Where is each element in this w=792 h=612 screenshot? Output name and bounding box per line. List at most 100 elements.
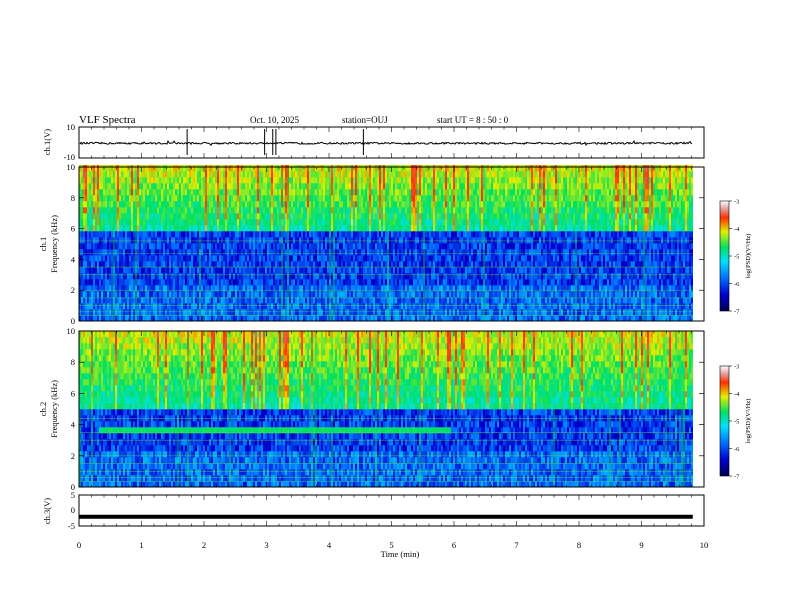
spectrogram-cell	[159, 255, 161, 262]
spectrogram-cell	[253, 279, 255, 286]
spectrogram-cell	[363, 297, 365, 304]
spectrogram-cell	[305, 255, 307, 262]
spectrogram-cell	[107, 315, 109, 322]
spectrogram-cell	[325, 279, 327, 286]
spectrogram-cell	[167, 177, 169, 184]
spectrogram-cell	[349, 279, 351, 286]
spectrogram-cell	[193, 237, 195, 244]
spectrogram-cell	[397, 267, 399, 274]
spectrogram-cell	[201, 285, 203, 292]
spectrogram-cell	[417, 261, 419, 268]
spectrogram-cell	[149, 285, 151, 292]
spectrogram-cell	[371, 297, 373, 304]
spectrogram-cell	[429, 261, 431, 268]
spectrogram-cell	[207, 207, 209, 214]
spectrogram-cell	[449, 243, 451, 250]
spectrogram-cell	[337, 231, 339, 238]
spectrogram-cell	[233, 183, 235, 190]
spectrogram-cell	[245, 297, 247, 304]
spectrogram-cell	[101, 189, 103, 196]
spectrogram-cell	[347, 261, 349, 268]
spectrogram-cell	[319, 243, 321, 250]
spectrogram-cell	[143, 303, 145, 310]
spectrogram-cell	[335, 273, 337, 280]
spectrogram-cell	[303, 315, 305, 322]
spectrogram-cell	[443, 201, 445, 208]
spectrogram-cell	[369, 207, 371, 214]
spectrogram-cell	[285, 243, 287, 250]
spectrogram-cell	[237, 303, 239, 310]
spectrogram-cell	[297, 237, 299, 244]
spectrogram-cell	[241, 171, 243, 178]
spectrogram-cell	[285, 231, 287, 238]
spectrogram-cell	[231, 243, 233, 250]
spectrogram-cell	[143, 225, 145, 232]
spectrogram-cell	[345, 291, 347, 298]
spectrogram-cell	[359, 243, 361, 250]
spectrogram-cell	[157, 249, 159, 256]
spectrogram-cell	[201, 219, 203, 226]
spectrogram-cell	[141, 177, 143, 184]
spectrogram-cell	[153, 249, 155, 256]
spectrogram-cell	[85, 201, 87, 208]
spectrogram-cell	[251, 297, 253, 304]
spectrogram-cell	[441, 315, 443, 322]
spectrogram-cell	[353, 291, 355, 298]
spectrogram-cell	[341, 303, 343, 310]
spectrogram-cell	[359, 207, 361, 214]
spectrogram-cell	[159, 249, 161, 256]
spectrogram-cell	[437, 255, 439, 262]
spectrogram-cell	[425, 285, 427, 292]
spectrogram-cell	[257, 225, 259, 232]
spectrogram-cell	[435, 195, 437, 202]
spectrogram-cell	[131, 237, 133, 244]
spectrogram-cell	[439, 267, 441, 274]
spectrogram-cell	[293, 177, 295, 184]
spectrogram-cell	[325, 195, 327, 202]
spectrogram-cell	[395, 309, 397, 316]
spectrogram-cell	[419, 201, 421, 208]
spectrogram-cell	[237, 243, 239, 250]
spectrogram-cell	[283, 267, 285, 274]
spectrogram-cell	[105, 249, 107, 256]
spectrogram-cell	[179, 177, 181, 184]
spectrogram-cell	[159, 297, 161, 304]
spectrogram-cell	[181, 315, 183, 322]
spectrogram-cell	[399, 279, 401, 286]
spectrogram-cell	[429, 291, 431, 298]
spectrogram-cell	[319, 171, 321, 178]
spectrogram-cell	[265, 225, 267, 232]
spectrogram-cell	[289, 183, 291, 190]
spectrogram-cell	[245, 303, 247, 310]
spectrogram-cell	[437, 243, 439, 250]
spectrogram-cell	[109, 315, 111, 322]
spectrogram-cell	[111, 309, 113, 316]
spectrogram-cell	[323, 195, 325, 202]
spectrogram-cell	[303, 285, 305, 292]
spectrogram-cell	[345, 231, 347, 238]
spectrogram-cell	[225, 207, 227, 214]
spectrogram-cell	[437, 171, 439, 178]
spectrogram-cell	[221, 273, 223, 280]
spectrogram-cell	[421, 171, 423, 178]
spectrogram-cell	[245, 177, 247, 184]
spectrogram-cell	[285, 285, 287, 292]
spectrogram-cell	[189, 267, 191, 274]
spectrogram-cell	[451, 195, 453, 202]
spectrogram-cell	[343, 255, 345, 262]
spectrogram-cell	[371, 183, 373, 190]
spectrogram-cell	[223, 273, 225, 280]
spectrogram-cell	[209, 171, 211, 178]
spectrogram-cell	[165, 261, 167, 268]
spectrogram-cell	[157, 237, 159, 244]
spectrogram-cell	[309, 219, 311, 226]
spectrogram-cell	[209, 315, 211, 322]
spectrogram-cell	[117, 315, 119, 322]
spectrogram-cell	[285, 297, 287, 304]
spectrogram-cell	[177, 225, 179, 232]
spectrogram-cell	[141, 243, 143, 250]
spectrogram-cell	[379, 171, 381, 178]
spectrogram-cell	[311, 273, 313, 280]
spectrogram-cell	[181, 177, 183, 184]
spectrogram-cell	[241, 219, 243, 226]
